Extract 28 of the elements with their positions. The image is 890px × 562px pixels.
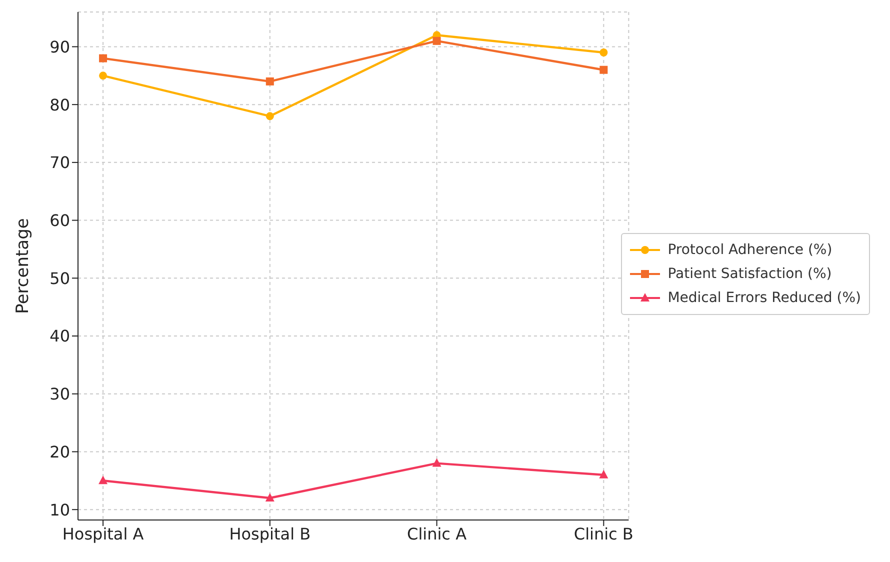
y-tick-label: 70 — [50, 153, 70, 172]
y-tick-label: 60 — [50, 210, 70, 230]
legend-label: Medical Errors Reduced (%) — [668, 290, 861, 306]
legend-label: Patient Satisfaction (%) — [668, 266, 832, 282]
point — [99, 54, 108, 62]
y-axis-title: Percentage — [13, 218, 34, 314]
y-tick-label: 90 — [50, 37, 70, 56]
y-tick-label: 40 — [50, 326, 70, 346]
y-tick-label: 80 — [50, 95, 70, 114]
point — [266, 112, 274, 120]
point — [99, 72, 108, 80]
point — [432, 458, 442, 467]
legend-label: Protocol Adherence (%) — [668, 242, 832, 258]
point — [98, 476, 108, 484]
y-tick-label: 30 — [50, 384, 70, 404]
point — [599, 470, 608, 478]
point — [266, 77, 274, 86]
point — [432, 36, 441, 45]
y-tick-label: 50 — [50, 268, 70, 288]
x-tick-label: Clinic B — [574, 524, 634, 544]
y-tick-label: 20 — [50, 442, 70, 462]
point — [265, 493, 274, 502]
point — [600, 66, 608, 74]
x-tick-label: Hospital B — [229, 524, 311, 544]
x-tick-label: Clinic A — [407, 524, 467, 544]
x-tick-label: Hospital A — [62, 524, 144, 544]
point — [600, 48, 608, 56]
y-tick-label: 10 — [50, 500, 70, 520]
